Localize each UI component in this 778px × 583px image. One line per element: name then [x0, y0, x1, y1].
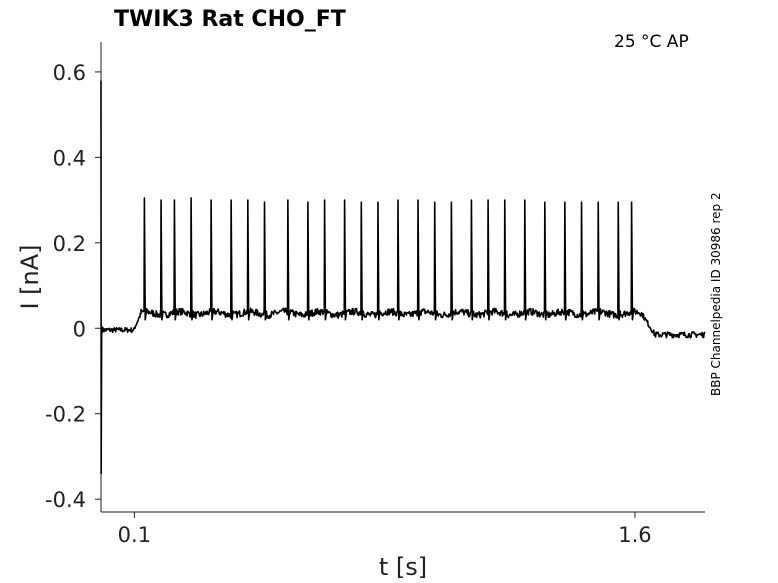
y-tick-label: -0.4: [45, 488, 86, 512]
chart-title: TWIK3 Rat CHO_FT: [114, 7, 346, 32]
x-axis-label: t [s]: [379, 553, 427, 581]
y-tick-label: -0.2: [45, 403, 86, 427]
y-tick-label: 0.6: [53, 61, 86, 85]
current-trace-line: [100, 80, 706, 475]
y-tick-label: 0.2: [53, 232, 86, 256]
y-axis-ticks: 0.6 0.4 0.2 0 -0.2 -0.4: [45, 61, 101, 512]
x-tick-label: 1.6: [618, 523, 651, 547]
temperature-protocol-label: 25 °C AP: [614, 32, 689, 52]
x-axis-ticks: 0.1 1.6: [118, 512, 652, 547]
y-tick-label: 0.4: [53, 146, 86, 170]
y-tick-label: 0: [73, 317, 86, 341]
y-axis-label: I [nA]: [16, 244, 44, 309]
channelpedia-id-label: BBP Channelpedia ID 30986 rep 2: [709, 192, 723, 396]
x-tick-label: 0.1: [118, 523, 151, 547]
